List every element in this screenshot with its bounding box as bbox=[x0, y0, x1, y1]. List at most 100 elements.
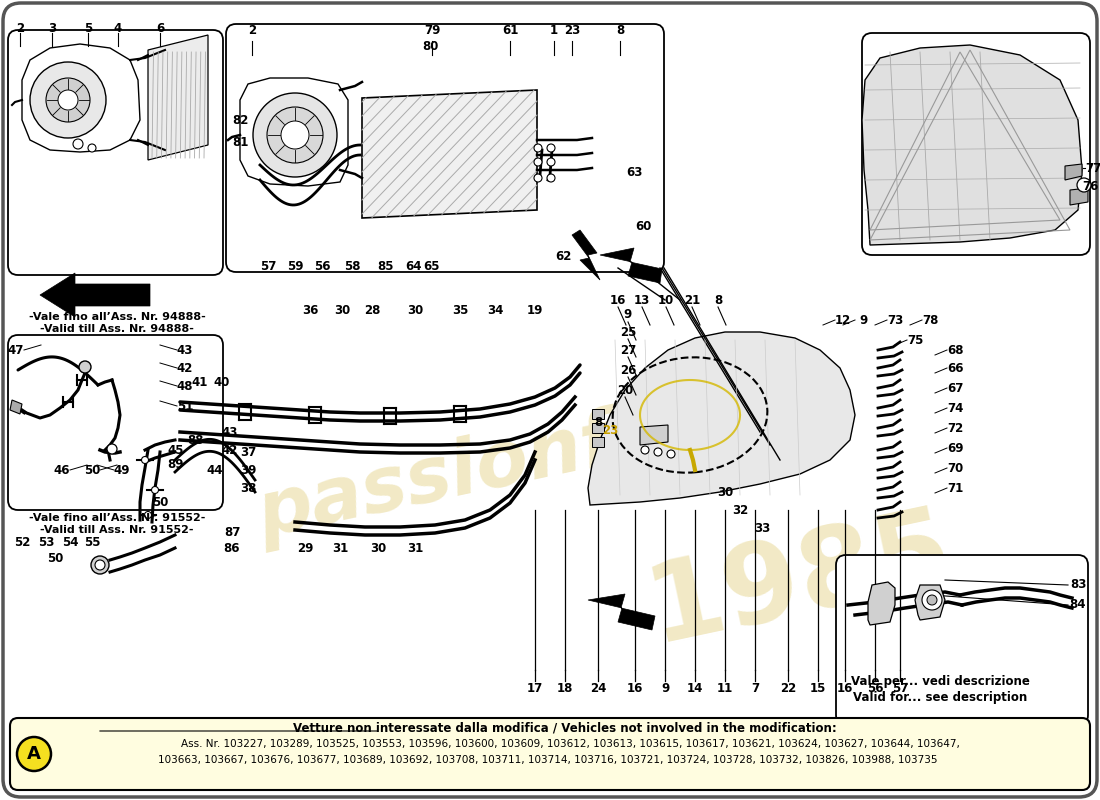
Circle shape bbox=[534, 144, 542, 152]
Circle shape bbox=[253, 93, 337, 177]
Text: 19: 19 bbox=[527, 303, 543, 317]
Text: 75: 75 bbox=[906, 334, 923, 346]
Text: 18: 18 bbox=[557, 682, 573, 694]
Text: 17: 17 bbox=[527, 682, 543, 694]
Text: 51: 51 bbox=[177, 399, 194, 413]
Circle shape bbox=[142, 457, 148, 463]
Text: 43: 43 bbox=[222, 426, 239, 438]
Text: 31: 31 bbox=[332, 542, 348, 554]
FancyBboxPatch shape bbox=[836, 555, 1088, 725]
Text: 10: 10 bbox=[658, 294, 674, 306]
Text: -Valid till Ass. Nr. 94888-: -Valid till Ass. Nr. 94888- bbox=[40, 324, 194, 334]
Text: 47: 47 bbox=[8, 343, 24, 357]
Text: 1985: 1985 bbox=[638, 495, 962, 665]
Text: 57: 57 bbox=[892, 682, 909, 694]
Text: 57: 57 bbox=[260, 261, 276, 274]
Polygon shape bbox=[592, 423, 604, 433]
Text: 66: 66 bbox=[947, 362, 964, 374]
Text: 69: 69 bbox=[947, 442, 964, 454]
Text: 71: 71 bbox=[947, 482, 964, 494]
Text: 30: 30 bbox=[370, 542, 386, 554]
Text: 48: 48 bbox=[177, 379, 194, 393]
Text: 24: 24 bbox=[590, 682, 606, 694]
Text: 41: 41 bbox=[191, 375, 208, 389]
Text: 74: 74 bbox=[947, 402, 964, 414]
Text: 42: 42 bbox=[222, 443, 239, 457]
Circle shape bbox=[107, 444, 117, 454]
Polygon shape bbox=[592, 409, 604, 419]
Text: 55: 55 bbox=[84, 535, 100, 549]
Text: -Valid till Ass. Nr. 91552-: -Valid till Ass. Nr. 91552- bbox=[41, 525, 194, 535]
Text: 84: 84 bbox=[1069, 598, 1087, 611]
Polygon shape bbox=[640, 425, 668, 445]
Polygon shape bbox=[868, 582, 895, 625]
FancyBboxPatch shape bbox=[10, 718, 1090, 790]
Circle shape bbox=[73, 139, 82, 149]
Text: 8: 8 bbox=[616, 23, 624, 37]
Circle shape bbox=[30, 62, 106, 138]
Text: 59: 59 bbox=[287, 261, 304, 274]
Text: 25: 25 bbox=[619, 326, 636, 338]
Circle shape bbox=[534, 174, 542, 182]
Text: Vetture non interessate dalla modifica / Vehicles not involved in the modificati: Vetture non interessate dalla modifica /… bbox=[293, 722, 837, 734]
Text: 20: 20 bbox=[617, 383, 634, 397]
Text: 31: 31 bbox=[407, 542, 424, 554]
Text: 88: 88 bbox=[188, 434, 205, 446]
Text: 82: 82 bbox=[232, 114, 249, 126]
Circle shape bbox=[16, 737, 51, 771]
Text: 16: 16 bbox=[627, 682, 644, 694]
Circle shape bbox=[95, 560, 104, 570]
Circle shape bbox=[88, 144, 96, 152]
Text: 30: 30 bbox=[407, 303, 424, 317]
Polygon shape bbox=[862, 45, 1082, 245]
Circle shape bbox=[280, 121, 309, 149]
Text: 42: 42 bbox=[177, 362, 194, 374]
Circle shape bbox=[547, 158, 556, 166]
Text: 50: 50 bbox=[84, 463, 100, 477]
Circle shape bbox=[547, 144, 556, 152]
Text: 37: 37 bbox=[240, 446, 256, 458]
Circle shape bbox=[91, 556, 109, 574]
Text: 56: 56 bbox=[314, 261, 330, 274]
Circle shape bbox=[547, 174, 556, 182]
Text: 58: 58 bbox=[343, 261, 361, 274]
Circle shape bbox=[641, 446, 649, 454]
FancyBboxPatch shape bbox=[3, 3, 1097, 797]
Circle shape bbox=[79, 361, 91, 373]
Text: 11: 11 bbox=[717, 682, 733, 694]
Text: 79: 79 bbox=[424, 23, 440, 37]
Polygon shape bbox=[1070, 188, 1088, 205]
Text: 8: 8 bbox=[594, 415, 602, 429]
Text: 9: 9 bbox=[661, 682, 669, 694]
Text: 30: 30 bbox=[717, 486, 733, 498]
Text: 72: 72 bbox=[947, 422, 964, 434]
Text: 77: 77 bbox=[1085, 162, 1100, 174]
Polygon shape bbox=[588, 594, 654, 630]
Text: 62: 62 bbox=[554, 250, 571, 263]
Text: 7: 7 bbox=[751, 682, 759, 694]
Circle shape bbox=[58, 90, 78, 110]
Circle shape bbox=[927, 595, 937, 605]
Polygon shape bbox=[362, 90, 537, 218]
Text: 21: 21 bbox=[684, 294, 700, 306]
Circle shape bbox=[654, 448, 662, 456]
Text: 85: 85 bbox=[377, 261, 394, 274]
Polygon shape bbox=[592, 437, 604, 447]
Text: 70: 70 bbox=[947, 462, 964, 474]
Text: 40: 40 bbox=[213, 375, 230, 389]
Circle shape bbox=[534, 158, 542, 166]
Text: 23: 23 bbox=[602, 423, 618, 437]
Circle shape bbox=[267, 107, 323, 163]
Text: -Vale fino all’Ass. Nr. 91552-: -Vale fino all’Ass. Nr. 91552- bbox=[29, 513, 206, 523]
Polygon shape bbox=[1065, 164, 1082, 180]
Polygon shape bbox=[588, 332, 855, 505]
Text: Valid for... see description: Valid for... see description bbox=[852, 690, 1027, 703]
Text: 50: 50 bbox=[47, 551, 63, 565]
Text: 6: 6 bbox=[156, 22, 164, 34]
Text: Ass. Nr. 103227, 103289, 103525, 103553, 103596, 103600, 103609, 103612, 103613,: Ass. Nr. 103227, 103289, 103525, 103553,… bbox=[180, 739, 959, 749]
Text: 29: 29 bbox=[297, 542, 313, 554]
Text: 9: 9 bbox=[859, 314, 867, 326]
Text: 52: 52 bbox=[14, 535, 30, 549]
FancyBboxPatch shape bbox=[8, 30, 223, 275]
Text: 56: 56 bbox=[867, 682, 883, 694]
